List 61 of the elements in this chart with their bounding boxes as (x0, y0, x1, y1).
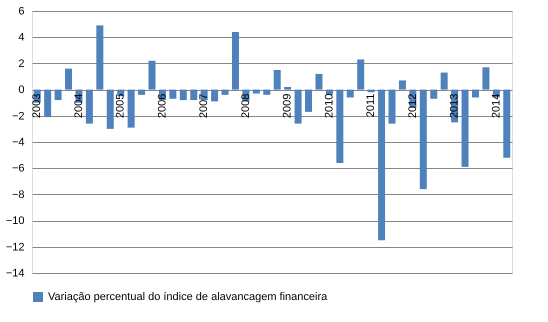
x-tick-label: 2014 (490, 94, 502, 118)
bar (315, 74, 322, 90)
bar (211, 90, 218, 102)
bar (430, 90, 438, 99)
bar (222, 90, 229, 95)
bar (169, 90, 176, 99)
bar (106, 90, 114, 129)
bar (138, 90, 146, 95)
bar (54, 90, 62, 100)
x-tick-label: 2012 (406, 94, 419, 118)
legend-label: Variação percentual do índice de alavancagem financeira (48, 291, 328, 303)
bar (294, 90, 302, 124)
y-tick-label: 6 (18, 6, 24, 18)
y-tick-label: 4 (18, 32, 24, 44)
y-tick-label: −4 (12, 136, 24, 148)
bar (503, 90, 510, 158)
bar (274, 70, 281, 90)
bar (232, 32, 239, 90)
bar (284, 86, 292, 90)
x-tick-label: 2007 (198, 94, 210, 118)
bar (326, 90, 333, 95)
bar (180, 90, 187, 100)
x-tick-label: 2009 (282, 94, 294, 118)
x-tick-label: 2006 (156, 94, 168, 118)
bar (128, 90, 135, 128)
bar (420, 90, 427, 190)
bar (86, 90, 93, 124)
bar (263, 90, 270, 95)
bar (44, 90, 52, 118)
x-tick-label: 2008 (240, 94, 252, 118)
x-tick-label: 2003 (31, 94, 44, 118)
bar (440, 72, 448, 90)
bar (472, 90, 479, 98)
bar (482, 67, 490, 90)
x-tick-label: 2010 (323, 94, 336, 118)
bar (96, 25, 104, 90)
y-tick-label: −10 (6, 215, 24, 228)
bar (462, 90, 469, 167)
x-tick-label: 2004 (72, 94, 85, 118)
bar (148, 60, 156, 90)
x-tick-label: 2005 (114, 94, 127, 118)
y-tick-label: −12 (6, 241, 24, 254)
bar (346, 90, 354, 98)
bar (336, 90, 344, 163)
bar (357, 59, 364, 90)
bar (378, 90, 386, 240)
bar (252, 90, 260, 94)
bar (368, 90, 375, 92)
y-tick-label: −14 (6, 268, 24, 280)
x-tick-label: 2011 (365, 94, 378, 118)
y-tick-label: −2 (12, 110, 24, 122)
y-tick-label: 2 (18, 58, 24, 70)
bar (190, 90, 198, 100)
y-tick-label: −8 (12, 188, 24, 201)
x-tick-label: 2013 (448, 94, 461, 118)
y-tick-label: 0 (18, 84, 24, 96)
bar (398, 80, 406, 90)
bar (388, 90, 396, 124)
bar (65, 68, 72, 90)
y-tick-label: −6 (12, 162, 24, 175)
bar (305, 90, 312, 112)
